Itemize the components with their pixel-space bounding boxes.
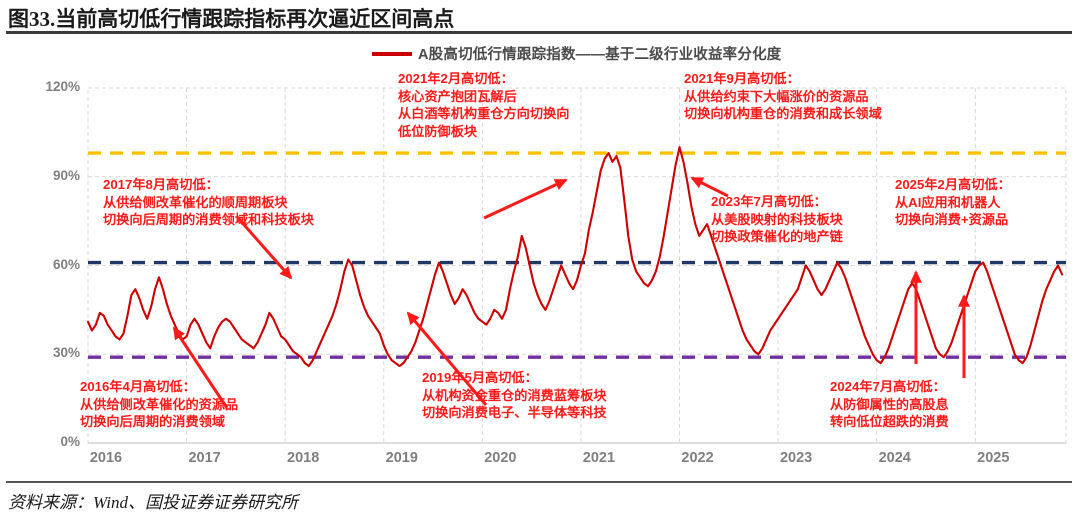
x-axis-tick-label: 2021 xyxy=(582,450,616,466)
annotation-line: 低位防御板块 xyxy=(398,123,478,139)
plot-area xyxy=(86,87,1067,444)
y-axis-tick-label: 30% xyxy=(52,345,80,361)
anno-2017-08: 2017年8月高切低： 从供给侧改革催化的顺周期板块切换向后周期的消费领域和科技板… xyxy=(103,176,314,229)
annotation-line: 从机构资金重仓的消费蓝筹板块 xyxy=(422,387,607,403)
annotation-line: 切换政策催化的地产链 xyxy=(711,229,843,245)
annotation-line: 2024年7月高切低： xyxy=(830,379,946,394)
anno-2016-04: 2016年4月高切低： 从供给侧改革催化的资源品 切换向后周期的消费领域 xyxy=(80,378,238,431)
source-note: 资料来源：Wind、国投证券证券研究所 xyxy=(8,493,298,512)
y-axis-tick-label: 120% xyxy=(45,79,80,94)
annotation-line: 切换向消费电子、半导体等科技 xyxy=(422,405,607,421)
anno-2019-05: 2019年5月高切低： 从机构资金重仓的消费蓝筹板块 切换向消费电子、半导体等科技 xyxy=(422,369,607,422)
arrow-2017-08 xyxy=(236,217,293,280)
legend-swatch-series xyxy=(372,51,412,56)
annotation-line: 从供给侧改革催化的顺周期板块 xyxy=(103,194,288,210)
annotation-line: 2023年7月高切低： xyxy=(711,194,827,209)
page-title: 图33.当前高切低行情跟踪指标再次逼近区间高点 xyxy=(8,7,455,31)
annotation-line: 从供给侧改革催化的资源品 xyxy=(80,396,239,412)
annotation-line: 切换向机构重仓的消费和成长领域 xyxy=(684,106,882,122)
x-axis-tick-label: 2023 xyxy=(779,450,813,466)
annotation-line: 切换向后周期的消费领域 xyxy=(80,414,226,430)
title-divider xyxy=(6,31,1072,34)
anno-2021-09: 2021年9月高切低： 从供给约束下大幅涨价的资源品 切换向机构重仓的消费和成长领域 xyxy=(684,70,882,123)
annotation-line: 从AI应用和机器人 xyxy=(895,194,1001,210)
anno-2021-02: 2021年2月高切低： 核心资产抱团瓦解后从白酒等机构重仓方向切换向 低位防御板块 xyxy=(398,70,569,140)
annotation-line: 从防御属性的高股息 xyxy=(830,396,949,412)
annotation-line: 2021年2月高切低： xyxy=(398,71,514,86)
footer-divider xyxy=(6,481,1072,483)
y-axis-tick-label: 0% xyxy=(60,434,80,449)
annotation-line: 从供给约束下大幅涨价的资源品 xyxy=(684,88,869,104)
chart-canvas xyxy=(86,87,1067,444)
x-axis-tick-label: 2022 xyxy=(681,450,714,466)
annotation-line: 2019年5月高切低： xyxy=(422,370,538,385)
annotation-line: 转向低位超跌的消费 xyxy=(830,414,949,430)
arrow-2021-09 xyxy=(690,176,729,198)
x-axis-tick-label: 2024 xyxy=(878,450,911,466)
annotation-line: 核心资产抱团瓦解后 xyxy=(398,88,517,104)
x-axis-tick-label: 2016 xyxy=(89,450,123,466)
x-axis-tick-label: 2019 xyxy=(385,450,418,466)
chart-legend: A股高切低行情跟踪指数——基于二级行业收益率分化度 xyxy=(372,43,781,64)
series-line-0 xyxy=(86,146,1064,368)
annotation-line: 切换向后周期的消费领域和科技板块 xyxy=(103,212,314,228)
annotation-line: 2017年8月高切低： xyxy=(103,177,219,192)
x-axis-tick-label: 2018 xyxy=(287,450,320,466)
x-axis-tick-label: 2017 xyxy=(188,450,221,466)
annotation-line: 2025年2月高切低： xyxy=(895,177,1011,192)
annotation-line: 从美股映射的科技板块 xyxy=(711,211,843,227)
x-axis-tick-label: 2025 xyxy=(977,450,1010,466)
annotation-line: 2016年4月高切低： xyxy=(80,379,196,394)
arrow-2016-04 xyxy=(172,326,229,409)
anno-2025-02: 2025年2月高切低： 从AI应用和机器人 切换向消费+资源品 xyxy=(895,176,1011,229)
anno-2024-07: 2024年7月高切低： 从防御属性的高股息 转向低位超跌的消费 xyxy=(830,378,949,431)
anno-2023-07: 2023年7月高切低： 从美股映射的科技板块 切换政策催化的地产链 xyxy=(711,193,843,246)
annotation-line: 从白酒等机构重仓方向切换向 xyxy=(398,106,570,122)
arrow-2021-02 xyxy=(483,178,568,220)
x-axis-tick-label: 2020 xyxy=(484,450,517,466)
y-axis-tick-label: 60% xyxy=(52,256,80,272)
annotation-line: 2021年9月高切低： xyxy=(684,71,800,86)
legend-label-series: A股高切低行情跟踪指数——基于二级行业收益率分化度 xyxy=(418,47,782,63)
arrow-2019-05 xyxy=(406,311,488,406)
annotation-line: 切换向消费+资源品 xyxy=(895,212,1009,228)
y-axis-tick-label: 90% xyxy=(52,167,80,183)
